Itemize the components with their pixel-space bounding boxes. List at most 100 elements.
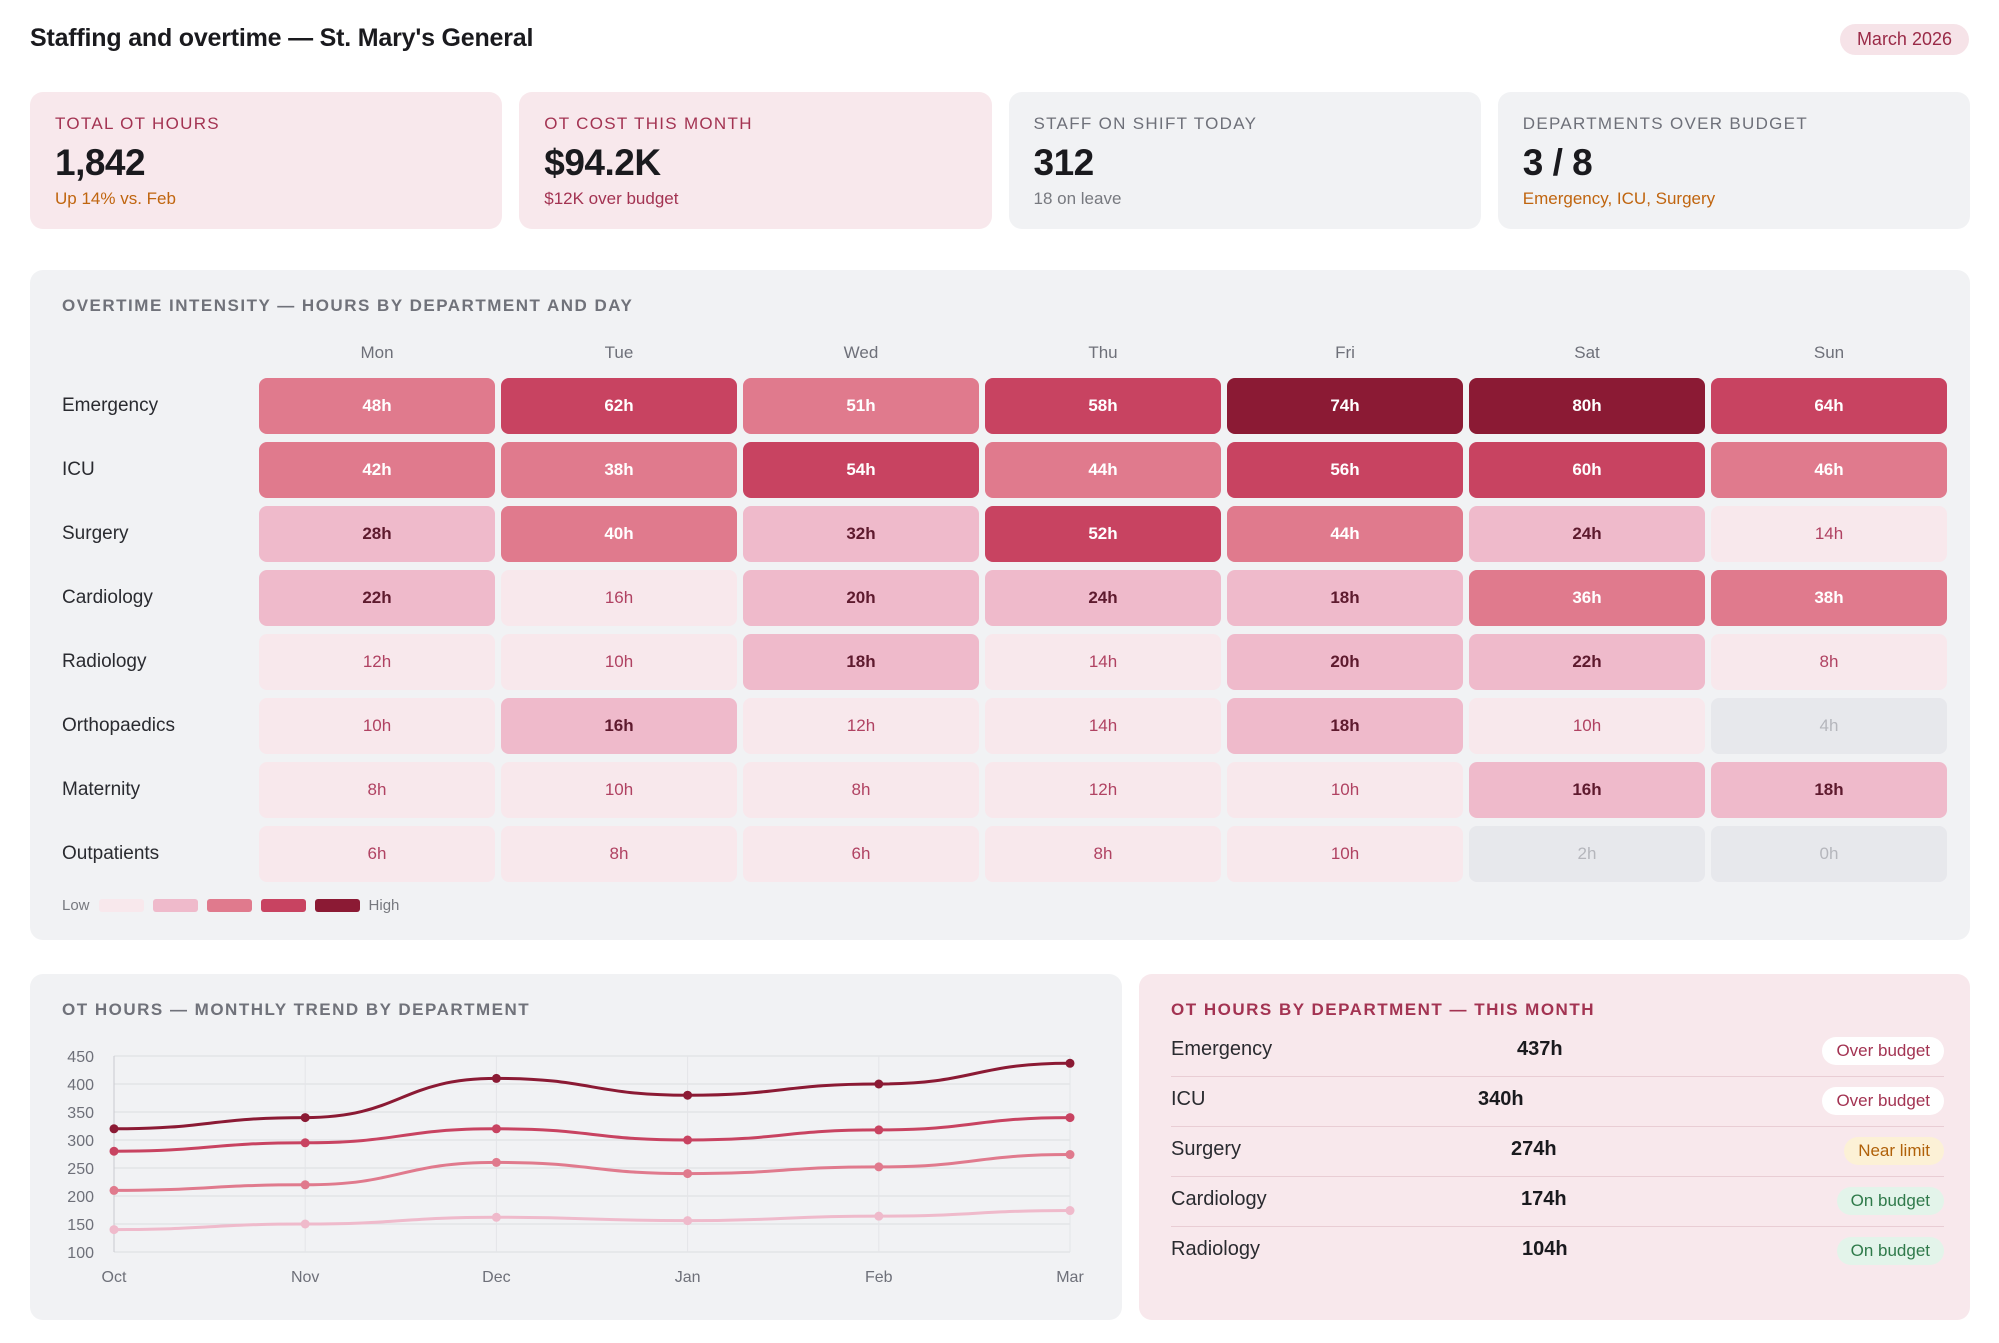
heatmap-cell[interactable]: 6h: [259, 826, 495, 882]
dept-row[interactable]: Surgery 274h Near limit: [1171, 1126, 1944, 1177]
y-tick-label: 450: [67, 1049, 94, 1066]
series-line: [113, 1209, 1071, 1232]
x-tick-label: Dec: [482, 1269, 510, 1286]
heatmap-cell[interactable]: 8h: [1711, 634, 1947, 690]
heatmap-cell[interactable]: 16h: [1469, 762, 1705, 818]
day-header-fri: Fri: [1335, 343, 1355, 362]
x-tick-label: Mar: [1056, 1269, 1084, 1286]
heatmap-cell[interactable]: 80h: [1469, 378, 1705, 434]
heatmap-cell[interactable]: 18h: [1711, 762, 1947, 818]
heatmap-cell[interactable]: 10h: [1469, 698, 1705, 754]
data-point: [109, 1124, 119, 1134]
data-point: [683, 1090, 693, 1100]
dept-hours: 104h: [1522, 1238, 1568, 1260]
kpi-card-ot-cost: OT COST THIS MONTH $94.2K $12K over budg…: [519, 92, 992, 229]
heatmap-cell[interactable]: 10h: [501, 762, 737, 818]
heatmap-cell[interactable]: 8h: [501, 826, 737, 882]
kpi-subtext: Emergency, ICU, Surgery: [1522, 189, 1716, 208]
dept-name: Cardiology: [1171, 1188, 1267, 1210]
heatmap-cell[interactable]: 58h: [985, 378, 1221, 434]
y-tick-label: 150: [67, 1217, 94, 1234]
heatmap-cell[interactable]: 38h: [501, 442, 737, 498]
heatmap-cell[interactable]: 22h: [1469, 634, 1705, 690]
heatmap-cell[interactable]: 51h: [743, 378, 979, 434]
heatmap-cell[interactable]: 0h: [1711, 826, 1947, 882]
trend-title: OT HOURS — MONTHLY TREND BY DEPARTMENT: [62, 1000, 531, 1019]
heatmap-cell[interactable]: 42h: [259, 442, 495, 498]
dept-name: ICU: [1171, 1088, 1206, 1110]
heatmap-cell[interactable]: 14h: [985, 634, 1221, 690]
heatmap-cell[interactable]: 62h: [501, 378, 737, 434]
data-point: [491, 1157, 501, 1167]
heatmap-cell[interactable]: 12h: [743, 698, 979, 754]
y-tick-label: 300: [67, 1133, 94, 1150]
dept-name: Surgery: [1171, 1138, 1242, 1160]
heatmap-cell[interactable]: 8h: [743, 762, 979, 818]
heatmap-cell[interactable]: 10h: [259, 698, 495, 754]
department-hours-panel: OT HOURS BY DEPARTMENT — THIS MONTH Emer…: [1139, 974, 1970, 1320]
heatmap-cell[interactable]: 48h: [259, 378, 495, 434]
legend-swatch: [314, 898, 360, 912]
heatmap-cell[interactable]: 14h: [1711, 506, 1947, 562]
heatmap-cell[interactable]: 24h: [985, 570, 1221, 626]
day-header-thu: Thu: [1088, 343, 1118, 362]
monthly-trend-panel: OT HOURS — MONTHLY TREND BY DEPARTMENT 1…: [30, 974, 1122, 1320]
heatmap-cell[interactable]: 16h: [501, 698, 737, 754]
y-tick-label: 100: [67, 1245, 94, 1262]
heatmap-cell[interactable]: 40h: [501, 506, 737, 562]
heatmap-cell[interactable]: 8h: [985, 826, 1221, 882]
heatmap-cell[interactable]: 18h: [1227, 570, 1463, 626]
heatmap-cell[interactable]: 44h: [985, 442, 1221, 498]
heatmap-cell[interactable]: 74h: [1227, 378, 1463, 434]
heatmap-cell[interactable]: 10h: [501, 634, 737, 690]
dept-name: Emergency: [1171, 1038, 1273, 1060]
month-selector[interactable]: March 2026: [1839, 24, 1969, 55]
data-point: [874, 1162, 884, 1172]
dept-row[interactable]: Radiology 104h On budget: [1171, 1226, 1944, 1276]
heatmap-cell[interactable]: 32h: [743, 506, 979, 562]
heatmap-cell[interactable]: 8h: [259, 762, 495, 818]
heatmap-cell[interactable]: 16h: [501, 570, 737, 626]
heatmap-cell[interactable]: 36h: [1469, 570, 1705, 626]
dept-table-title: OT HOURS BY DEPARTMENT — THIS MONTH: [1171, 1000, 1595, 1019]
heatmap-cell[interactable]: 22h: [259, 570, 495, 626]
heatmap-cell[interactable]: 44h: [1227, 506, 1463, 562]
heatmap-cell[interactable]: 4h: [1711, 698, 1947, 754]
heatmap-cell[interactable]: 2h: [1469, 826, 1705, 882]
heatmap-cell[interactable]: 10h: [1227, 826, 1463, 882]
dept-row[interactable]: Cardiology 174h On budget: [1171, 1176, 1944, 1227]
heatmap-cell[interactable]: 12h: [985, 762, 1221, 818]
data-point: [1065, 1206, 1075, 1216]
heatmap-cell[interactable]: 38h: [1711, 570, 1947, 626]
day-header-wed: Wed: [843, 343, 879, 362]
heatmap-cell[interactable]: 54h: [743, 442, 979, 498]
heatmap-cell[interactable]: 10h: [1227, 762, 1463, 818]
dept-row[interactable]: Emergency 437h Over budget: [1171, 1026, 1944, 1077]
legend-swatch: [206, 898, 252, 912]
data-point: [491, 1073, 501, 1083]
dept-row[interactable]: ICU 340h Over budget: [1171, 1076, 1944, 1127]
heatmap-cell[interactable]: 18h: [1227, 698, 1463, 754]
heatmap-cell[interactable]: 28h: [259, 506, 495, 562]
kpi-card-departments-over-budget: DEPARTMENTS OVER BUDGET 3 / 8 Emergency,…: [1497, 92, 1970, 229]
status-badge: On budget: [1836, 1187, 1944, 1215]
heatmap-cell[interactable]: 64h: [1711, 378, 1947, 434]
heatmap-cell[interactable]: 6h: [743, 826, 979, 882]
heatmap-cell[interactable]: 18h: [743, 634, 979, 690]
heatmap-cell[interactable]: 46h: [1711, 442, 1947, 498]
x-tick-label: Oct: [102, 1269, 127, 1286]
heatmap-cell[interactable]: 20h: [1227, 634, 1463, 690]
dept-name: Radiology: [1171, 1238, 1260, 1260]
heatmap-cell[interactable]: 56h: [1227, 442, 1463, 498]
kpi-label: STAFF ON SHIFT TODAY: [1033, 114, 1258, 133]
heatmap-cell[interactable]: 12h: [259, 634, 495, 690]
heatmap-cell[interactable]: 60h: [1469, 442, 1705, 498]
heatmap-cell[interactable]: 14h: [985, 698, 1221, 754]
heatmap-cell[interactable]: 52h: [985, 506, 1221, 562]
series-line: [113, 1116, 1071, 1153]
data-point: [109, 1225, 119, 1235]
row-label-radiology: Radiology: [62, 651, 147, 672]
heatmap-cell[interactable]: 24h: [1469, 506, 1705, 562]
heatmap-cell[interactable]: 20h: [743, 570, 979, 626]
kpi-card-staff-on-shift: STAFF ON SHIFT TODAY 312 18 on leave: [1008, 92, 1481, 229]
